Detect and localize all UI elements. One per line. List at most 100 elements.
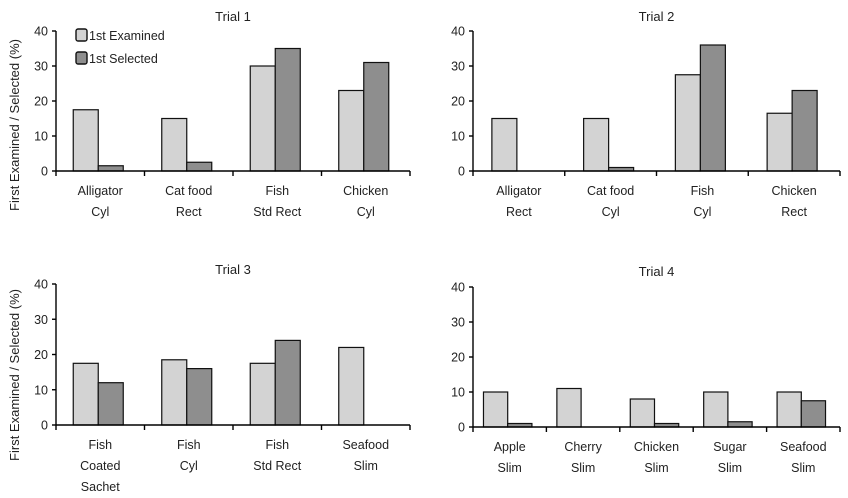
x-tick-label-line: Seafood bbox=[780, 440, 827, 454]
x-tick-label-line: Apple bbox=[494, 440, 526, 454]
x-tick-label-line: Slim bbox=[791, 461, 815, 475]
y-tick-label: 30 bbox=[34, 313, 48, 327]
x-tick-label-line: Rect bbox=[176, 205, 202, 219]
bar-1st-examined-chicken-cyl bbox=[338, 89, 365, 172]
x-tick-label-line: Slim bbox=[718, 461, 742, 475]
bar-1st-examined-fish-cyl bbox=[674, 74, 701, 172]
y-tick-label: 0 bbox=[41, 419, 48, 433]
x-tick-label-line: Cat food bbox=[587, 184, 634, 198]
bar-1st-examined-cat-food-cyl bbox=[583, 117, 610, 172]
bar-1st-examined-fish-coated-sachet bbox=[72, 362, 99, 426]
bar-1st-examined-sugar-slim bbox=[703, 391, 729, 428]
x-tick-label-seafood-slim: Seafood Slim bbox=[342, 438, 389, 473]
panel-trial-1: Trial 1 0 10 20 30 40 Alligator Cyl Cat food Rect… bbox=[34, 9, 411, 219]
x-tick-label-line: Cyl bbox=[91, 205, 109, 219]
bar-1st-examined-cherry-slim bbox=[556, 387, 582, 428]
x-tick-label-fish-coated-sachet: Fish Coated Sachet bbox=[80, 438, 120, 494]
y-tick-label: 0 bbox=[458, 165, 465, 179]
x-tick-label-line: Cyl bbox=[602, 205, 620, 219]
x-tick-label-line: Cat food bbox=[165, 184, 212, 198]
x-tick-label-line: Chicken bbox=[634, 440, 679, 454]
y-tick-label: 10 bbox=[34, 130, 48, 144]
x-tick-label-fish-std-rect: Fish Std Rect bbox=[253, 184, 301, 219]
bar-1st-selected-chicken-rect bbox=[791, 89, 818, 172]
bar-1st-examined-fish-cyl bbox=[161, 359, 188, 426]
chart-title: Trial 4 bbox=[639, 264, 675, 279]
y-tick-label: 20 bbox=[451, 351, 465, 365]
chart-title: Trial 1 bbox=[215, 9, 251, 24]
legend-label-selected: 1st Selected bbox=[89, 52, 158, 66]
bar-1st-examined-alligator-rect bbox=[491, 117, 518, 172]
y-tick-label: 30 bbox=[451, 60, 465, 74]
x-tick-label-cat-food-cyl: Cat food Cyl bbox=[587, 184, 634, 219]
legend-item-examined: 1st Examined bbox=[75, 28, 165, 43]
y-tick-label: 40 bbox=[451, 25, 465, 39]
x-tick-label-line: Slim bbox=[498, 461, 522, 475]
x-tick-label-line: Chicken bbox=[772, 184, 817, 198]
x-tick-label-line: Slim bbox=[644, 461, 668, 475]
bar-1st-examined-fish-std-rect bbox=[249, 65, 276, 172]
y-tick-label: 0 bbox=[41, 165, 48, 179]
bar-1st-examined-alligator-cyl bbox=[72, 109, 99, 172]
x-tick-label-alligator-rect: Alligator Rect bbox=[496, 184, 541, 219]
legend-item-selected: 1st Selected bbox=[75, 51, 158, 66]
legend-swatch-selected bbox=[75, 51, 88, 65]
x-tick-label-chicken-rect: Chicken Rect bbox=[772, 184, 817, 219]
bar-1st-examined-seafood-slim bbox=[776, 391, 802, 428]
x-tick-label-line: Cherry bbox=[564, 440, 602, 454]
x-tick-label-fish-std-rect: Fish Std Rect bbox=[253, 438, 301, 473]
legend-label-examined: 1st Examined bbox=[89, 29, 165, 43]
x-tick-label-line: Rect bbox=[781, 205, 807, 219]
bar-1st-selected-alligator-cyl bbox=[97, 165, 124, 172]
x-tick-label-apple-slim: Apple Slim bbox=[494, 440, 526, 475]
bar-1st-selected-cat-food-rect bbox=[186, 161, 213, 172]
x-tick-label-alligator-cyl: Alligator Cyl bbox=[78, 184, 123, 219]
x-tick-label-line: Fish bbox=[265, 184, 289, 198]
x-tick-label-line: Slim bbox=[571, 461, 595, 475]
x-tick-label-line: Fish bbox=[177, 438, 201, 452]
bar-1st-examined-seafood-slim bbox=[338, 346, 365, 426]
x-tick-label-line: Sachet bbox=[81, 480, 120, 494]
x-tick-label-cat-food-rect: Cat food Rect bbox=[165, 184, 212, 219]
bar-1st-examined-apple-slim bbox=[482, 391, 509, 428]
bar-1st-selected-fish-cyl bbox=[186, 368, 213, 426]
bar-1st-selected-seafood-slim bbox=[800, 400, 827, 428]
x-tick-label-line: Sugar bbox=[713, 440, 746, 454]
x-tick-label-cherry-slim: Cherry Slim bbox=[564, 440, 602, 475]
x-tick-label-fish-cyl: Fish Cyl bbox=[177, 438, 201, 473]
y-tick-label: 30 bbox=[34, 60, 48, 74]
chart-title: Trial 2 bbox=[639, 9, 675, 24]
y-tick-label: 40 bbox=[451, 281, 465, 295]
y-tick-label: 30 bbox=[451, 316, 465, 330]
bar-1st-selected-sugar-slim bbox=[727, 421, 753, 428]
x-tick-label-line: Alligator bbox=[78, 184, 123, 198]
x-tick-label-line: Coated bbox=[80, 459, 120, 473]
x-tick-label-line: Seafood bbox=[342, 438, 389, 452]
chart-title: Trial 3 bbox=[215, 262, 251, 277]
x-tick-label-line: Slim bbox=[354, 459, 378, 473]
bar-1st-selected-fish-std-rect bbox=[274, 47, 301, 172]
x-tick-label-line: Cyl bbox=[693, 205, 711, 219]
x-tick-label-sugar-slim: Sugar Slim bbox=[713, 440, 746, 475]
x-tick-label-line: Alligator bbox=[496, 184, 541, 198]
y-tick-label: 10 bbox=[451, 130, 465, 144]
y-axis-label-bottom: First Examined / Selected (%) bbox=[7, 289, 22, 461]
x-tick-label-line: Cyl bbox=[180, 459, 198, 473]
x-tick-label-line: Cyl bbox=[357, 205, 375, 219]
y-tick-label: 20 bbox=[34, 95, 48, 109]
x-tick-label-chicken-slim: Chicken Slim bbox=[634, 440, 679, 475]
x-tick-label-seafood-slim: Seafood Slim bbox=[780, 440, 827, 475]
bar-1st-selected-fish-std-rect bbox=[274, 339, 301, 426]
y-tick-label: 10 bbox=[34, 383, 48, 397]
panel-trial-2: Trial 2 0 10 20 30 40 Alligator Rect Cat food Cyl… bbox=[451, 9, 841, 219]
x-tick-label-line: Std Rect bbox=[253, 205, 301, 219]
bar-1st-examined-cat-food-rect bbox=[161, 117, 188, 172]
x-tick-label-line: Fish bbox=[265, 438, 289, 452]
legend: 1st Examined 1st Selected bbox=[75, 28, 165, 66]
x-tick-label-line: Chicken bbox=[343, 184, 388, 198]
y-tick-label: 40 bbox=[34, 25, 48, 39]
x-tick-label-line: Rect bbox=[506, 205, 532, 219]
